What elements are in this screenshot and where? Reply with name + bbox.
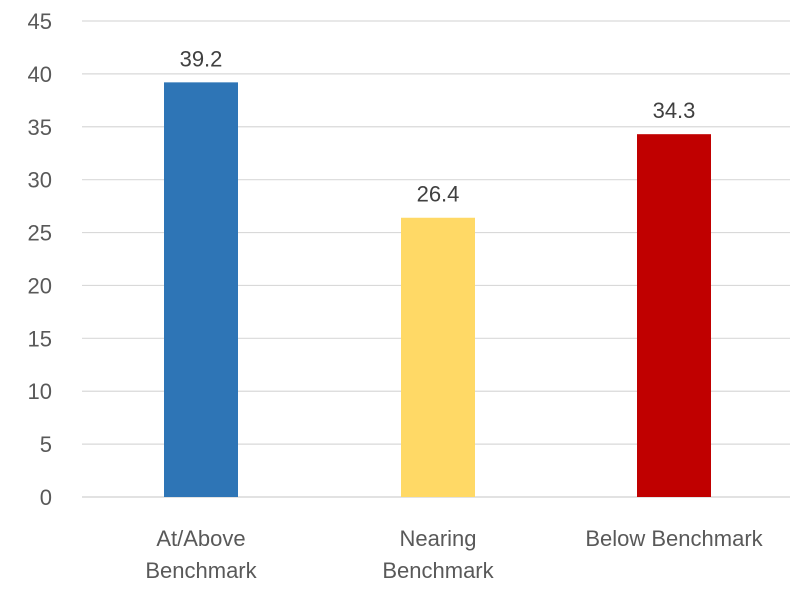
bar bbox=[164, 82, 238, 498]
bars bbox=[164, 82, 711, 498]
y-tick-label: 20 bbox=[28, 273, 52, 298]
data-labels: 39.2 26.4 34.3 bbox=[180, 46, 696, 206]
data-label: 26.4 bbox=[417, 182, 460, 207]
data-label: 39.2 bbox=[180, 46, 223, 71]
y-tick-label: 10 bbox=[28, 379, 52, 404]
y-tick-label: 5 bbox=[40, 432, 52, 457]
x-category-label: Below Benchmark bbox=[585, 526, 763, 551]
y-tick-label: 0 bbox=[40, 485, 52, 510]
y-tick-label: 45 bbox=[28, 9, 52, 34]
bar bbox=[637, 134, 711, 497]
y-tick-label: 15 bbox=[28, 326, 52, 351]
data-label: 34.3 bbox=[653, 98, 696, 123]
bar bbox=[401, 217, 475, 497]
y-tick-label: 30 bbox=[28, 168, 52, 193]
y-axis-tick-labels: 0 5 10 15 20 25 30 35 40 45 bbox=[28, 9, 52, 510]
x-category-label: At/Above Benchmark bbox=[145, 526, 257, 583]
x-axis-category-labels: At/Above Benchmark Nearing Benchmark Below B… bbox=[145, 526, 763, 583]
y-tick-label: 25 bbox=[28, 221, 52, 246]
x-category-label: Nearing Benchmark bbox=[382, 526, 494, 583]
y-tick-label: 40 bbox=[28, 62, 52, 87]
y-tick-label: 35 bbox=[28, 115, 52, 140]
